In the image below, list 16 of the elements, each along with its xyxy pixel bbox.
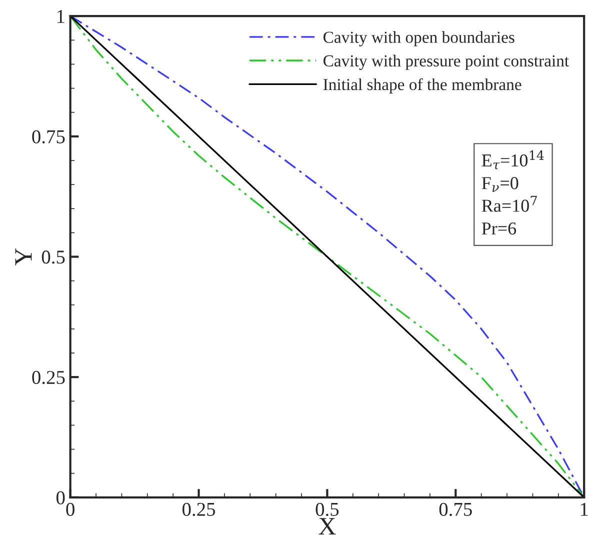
legend-label: Initial shape of the membrane: [323, 78, 522, 94]
y-tick-label: 0.25: [32, 370, 65, 384]
text: E$_{τ}$=10$^{14}$ F$_{ν}$=0 Ra=10$^{7}$ Pr=6: [482, 150, 544, 235]
y-tick-label: 0.75: [32, 130, 65, 144]
y-axis-title: Y: [15, 248, 32, 266]
x-tick-label: 0: [66, 502, 74, 516]
x-axis-title: X: [318, 518, 336, 534]
x-tick-label: 0.5: [316, 502, 339, 516]
x-tick-label: 0.75: [439, 502, 472, 516]
legend-label: Cavity with open boundaries: [324, 31, 514, 46]
x-tick-label: 1: [580, 502, 588, 516]
legend-label: Cavity with pressure point constraint: [324, 54, 569, 70]
y-tick-label: 0: [56, 491, 65, 504]
x-tick-label: 0.25: [182, 502, 216, 516]
y-tick-label: 0.5: [42, 250, 65, 264]
y-tick-label: 1: [57, 10, 64, 23]
